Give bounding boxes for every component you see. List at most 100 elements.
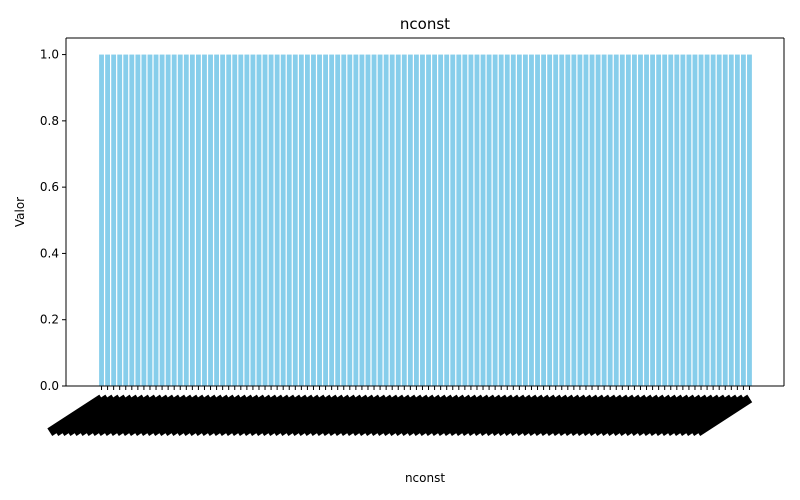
bar — [704, 54, 710, 386]
bar — [123, 54, 129, 386]
bar — [601, 54, 607, 386]
bar — [407, 54, 413, 386]
bar — [389, 54, 395, 386]
bar — [589, 54, 595, 386]
bar — [347, 54, 353, 386]
bars-group — [99, 54, 752, 386]
bar — [716, 54, 722, 386]
bar — [462, 54, 468, 386]
bar — [135, 54, 141, 386]
bar — [189, 54, 195, 386]
bar — [734, 54, 740, 386]
bar — [383, 54, 389, 386]
bar — [498, 54, 504, 386]
bar — [111, 54, 117, 386]
bar — [311, 54, 316, 386]
bar — [208, 54, 213, 386]
bar — [280, 54, 286, 386]
bar — [292, 54, 298, 386]
bar — [183, 54, 189, 386]
y-axis-label: Valor — [13, 197, 27, 227]
bar — [577, 54, 583, 386]
bar — [359, 54, 365, 386]
bar — [698, 54, 704, 386]
bar — [177, 54, 183, 386]
y-tick-label: 0.4 — [40, 246, 59, 260]
bar — [250, 54, 256, 386]
bar — [335, 54, 341, 386]
bar — [529, 54, 534, 386]
bar — [274, 54, 280, 386]
bar — [692, 54, 698, 386]
bar — [553, 54, 559, 386]
bar — [341, 54, 347, 386]
bar — [680, 54, 686, 386]
bar — [117, 54, 123, 386]
bar — [468, 54, 474, 386]
bar — [480, 54, 486, 386]
bar — [474, 54, 480, 386]
bar — [450, 54, 456, 386]
bar — [238, 54, 244, 386]
bar — [317, 54, 322, 386]
bar — [631, 54, 637, 386]
bar — [99, 54, 104, 386]
bar — [504, 54, 510, 386]
bar — [371, 54, 377, 386]
bar — [486, 54, 492, 386]
bar — [413, 54, 419, 386]
bar — [262, 54, 268, 386]
bar — [686, 54, 692, 386]
bar — [105, 54, 110, 386]
bar — [644, 54, 649, 386]
bar — [353, 54, 359, 386]
bar — [165, 54, 171, 386]
bar — [662, 54, 668, 386]
bar — [638, 54, 643, 386]
bar — [298, 54, 304, 386]
bar — [268, 54, 274, 386]
y-tick-label: 0.8 — [40, 114, 59, 128]
bar — [141, 54, 147, 386]
bar — [722, 54, 728, 386]
y-tick-label: 1.0 — [40, 48, 59, 62]
bar — [541, 54, 546, 386]
bar — [147, 54, 153, 386]
bar — [256, 54, 262, 386]
y-tick-label: 0.6 — [40, 180, 59, 194]
bar — [365, 54, 371, 386]
bar — [613, 54, 619, 386]
bar — [244, 54, 250, 386]
bar — [444, 54, 450, 386]
bar — [202, 54, 207, 386]
bar — [438, 54, 444, 386]
bar — [286, 54, 292, 386]
y-ticks: 0.0 0.2 0.4 0.6 0.8 1.0 — [40, 48, 66, 393]
bar — [710, 54, 716, 386]
bar — [195, 54, 201, 386]
bar — [304, 54, 310, 386]
bar — [159, 54, 165, 386]
bar — [583, 54, 589, 386]
chart-title: nconst — [400, 15, 450, 33]
bar — [377, 54, 383, 386]
bar — [619, 54, 625, 386]
bar — [214, 54, 219, 386]
bar — [420, 54, 425, 386]
bar — [171, 54, 177, 386]
bar — [740, 54, 746, 386]
bar — [323, 54, 328, 386]
bar — [674, 54, 680, 386]
bar — [510, 54, 516, 386]
bar — [625, 54, 631, 386]
bar — [571, 54, 577, 386]
bar — [595, 54, 601, 386]
bar — [728, 54, 734, 386]
x-axis-label: nconst — [405, 471, 445, 485]
bar — [395, 54, 401, 386]
x-tick-label — [695, 394, 753, 436]
bar — [456, 54, 462, 386]
bar — [516, 54, 522, 386]
y-tick-label: 0.0 — [40, 379, 59, 393]
